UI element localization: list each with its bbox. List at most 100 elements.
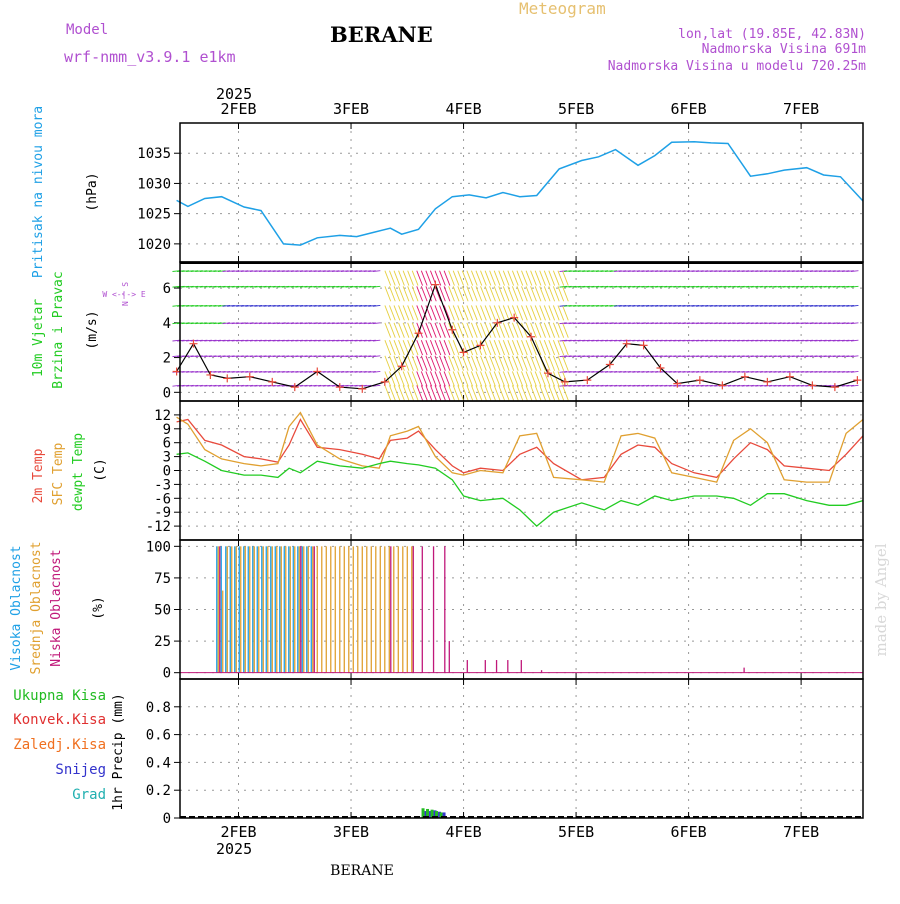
- wind-arrow: [354, 285, 363, 288]
- wind-arrow: [727, 322, 736, 325]
- wind-arrow: [420, 385, 428, 401]
- wind-arrow: [245, 339, 253, 342]
- wind-arrow: [809, 322, 818, 325]
- wind-arrow: [787, 339, 795, 342]
- wind-arrow: [277, 371, 285, 373]
- wind-arrow: [664, 304, 672, 307]
- wind-arrow: [686, 384, 695, 387]
- wind-arrow: [850, 322, 859, 325]
- wind-arrow: [837, 304, 845, 307]
- wind-arrow: [641, 384, 650, 387]
- wind-arrow: [240, 384, 249, 387]
- wind-arrow: [691, 285, 700, 288]
- wind-arrow: [805, 339, 813, 342]
- wind-arrow: [641, 339, 650, 342]
- wind-arrow: [263, 371, 272, 373]
- wind-arrow: [636, 384, 645, 387]
- wind-arrow: [655, 304, 663, 307]
- wind-arrow: [764, 339, 772, 342]
- wind-arrow: [327, 371, 335, 373]
- wind-arrow: [286, 285, 294, 288]
- wind-arrow: [295, 322, 303, 325]
- wind-arrow: [195, 339, 203, 342]
- wind-arrow: [452, 355, 460, 371]
- wind-arrow: [823, 322, 832, 325]
- wind-arrow: [632, 384, 640, 387]
- wind-arrow: [682, 355, 691, 358]
- wind-arrow: [349, 304, 358, 307]
- wind-arrow: [682, 384, 691, 387]
- wind-arrow: [340, 384, 349, 387]
- date-label-bottom: 7FEB: [783, 823, 819, 841]
- wind-arrow: [290, 322, 299, 325]
- wind-arrow: [466, 340, 474, 356]
- wind-arrow: [562, 286, 569, 302]
- wind-arrow: [645, 270, 654, 272]
- wind-arrow: [434, 305, 442, 321]
- wind-arrow: [231, 285, 240, 288]
- wind-arrow: [741, 384, 750, 387]
- wind-arrow: [750, 384, 759, 387]
- temp-unit: (C): [93, 458, 108, 481]
- wind-arrow: [363, 270, 372, 272]
- wind-arrow: [604, 339, 613, 342]
- wind-arrow: [604, 304, 613, 307]
- wind-arrow: [411, 355, 419, 371]
- wind-arrow: [384, 322, 392, 338]
- date-label-top: 3FEB: [333, 100, 369, 118]
- wind-arrow: [511, 322, 519, 338]
- wind-arrow: [750, 371, 759, 373]
- wind-arrow: [618, 384, 627, 387]
- wind-arrow: [800, 304, 809, 307]
- wind-arrow: [475, 340, 483, 356]
- wind-arrow: [493, 385, 501, 401]
- wind-arrow: [614, 371, 622, 373]
- wind-arrow: [466, 305, 474, 321]
- wind-arrow: [217, 355, 226, 358]
- wind-arrow: [222, 339, 231, 342]
- wind-arrow: [841, 322, 850, 325]
- wind-arrow: [814, 304, 823, 307]
- wind-arrow: [199, 285, 208, 288]
- wind-arrow: [655, 371, 663, 373]
- wind-arrow: [543, 270, 551, 286]
- wind-arrow: [750, 270, 759, 272]
- wind-arrow: [664, 285, 672, 288]
- wind-arrow: [448, 385, 455, 401]
- wind-arrow: [227, 270, 235, 272]
- wind-arrow: [737, 322, 745, 325]
- wind-arrow: [814, 285, 823, 288]
- wind-arrow: [818, 322, 827, 325]
- wind-arrow: [534, 322, 542, 338]
- wind-arrow: [543, 371, 551, 387]
- wind-arrow: [614, 270, 622, 272]
- wind-arrow: [664, 355, 672, 358]
- wind-arrow: [552, 270, 560, 286]
- wind-arrow: [398, 270, 405, 286]
- wind-arrow: [573, 285, 581, 288]
- wind-arrow: [475, 270, 483, 286]
- wind-arrow: [552, 286, 560, 302]
- wind-arrow: [448, 270, 455, 286]
- wind-arrow: [530, 270, 537, 286]
- wind-arrow: [539, 270, 546, 286]
- wind-arrow: [600, 304, 609, 307]
- wind-arrow: [430, 305, 437, 321]
- wind-arrow: [562, 270, 569, 286]
- wind-arrow: [796, 355, 804, 358]
- precip-panel: 0 0.2 0.4 0.6 0.8: [146, 678, 864, 827]
- model-name: wrf-nmm_v3.9.1 e1km: [64, 48, 236, 66]
- temp-ytick-label: -12: [146, 519, 171, 535]
- wind-arrow: [457, 270, 464, 286]
- wind-arrow: [521, 286, 528, 302]
- precip-bar: [429, 811, 433, 818]
- wind-arrow: [245, 355, 253, 358]
- wind-arrow: [336, 304, 344, 307]
- wind-arrow: [475, 286, 483, 302]
- wind-arrow: [564, 304, 572, 307]
- wind-arrow: [254, 371, 263, 373]
- wind-arrow: [773, 355, 782, 358]
- wind-arrow: [723, 371, 732, 373]
- wind-arrow: [796, 285, 804, 288]
